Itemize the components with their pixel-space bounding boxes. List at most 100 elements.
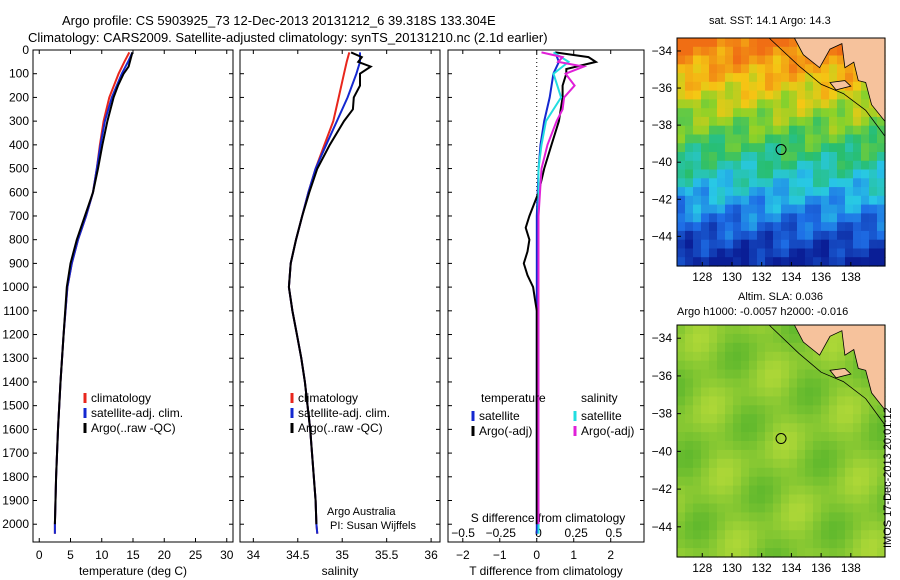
map-cell bbox=[797, 99, 806, 109]
map-cell bbox=[677, 134, 686, 144]
map-cell bbox=[701, 169, 710, 179]
map-cell bbox=[821, 512, 830, 522]
map-cell bbox=[709, 476, 718, 487]
map-cell bbox=[829, 116, 838, 127]
map-cell bbox=[813, 432, 822, 442]
map-cell bbox=[701, 414, 710, 424]
map-cell bbox=[717, 351, 726, 362]
map-cell bbox=[733, 152, 742, 162]
map-cell bbox=[829, 467, 838, 478]
map-cell bbox=[837, 55, 846, 65]
map-cell bbox=[693, 414, 702, 424]
x-top-tick-label: −0.25 bbox=[486, 526, 517, 540]
map-cell bbox=[861, 378, 870, 388]
map-cell bbox=[773, 396, 782, 406]
map-cell bbox=[773, 160, 782, 171]
map-cell bbox=[685, 178, 694, 188]
map-cell bbox=[805, 125, 814, 136]
map-cell bbox=[717, 396, 726, 406]
map-cell bbox=[837, 539, 846, 549]
map-y-tick-label: −38 bbox=[652, 118, 673, 132]
map-cell bbox=[797, 476, 806, 487]
map-cell bbox=[709, 248, 718, 258]
map-cell bbox=[797, 530, 806, 540]
map-cell bbox=[733, 108, 742, 118]
map-cell bbox=[821, 360, 830, 371]
map-cell bbox=[861, 81, 870, 92]
map-cell bbox=[853, 441, 862, 451]
map-cell bbox=[685, 423, 694, 433]
map-cell bbox=[853, 81, 862, 92]
y-tick-label: 2000 bbox=[2, 517, 29, 531]
map-cell bbox=[685, 458, 694, 469]
map-cell bbox=[877, 530, 886, 540]
map-cell bbox=[773, 441, 782, 451]
map-cell bbox=[789, 494, 798, 504]
map-cell bbox=[877, 169, 886, 179]
map-cell bbox=[821, 90, 830, 100]
map-cell bbox=[725, 239, 734, 250]
map-cell bbox=[813, 458, 822, 469]
map-cell bbox=[733, 187, 742, 197]
map-cell bbox=[709, 351, 718, 362]
map-cell bbox=[845, 257, 854, 267]
map-cell bbox=[789, 257, 798, 267]
series-line-1-2 bbox=[287, 51, 373, 525]
map-cell bbox=[797, 160, 806, 171]
map-cell bbox=[845, 476, 854, 487]
map-cell bbox=[773, 467, 782, 478]
map-cell bbox=[717, 539, 726, 549]
map-cell bbox=[757, 494, 766, 504]
x-tick-label: −1 bbox=[493, 548, 507, 562]
map-cell bbox=[781, 38, 790, 48]
map-cell bbox=[717, 378, 726, 388]
map-cell bbox=[749, 387, 758, 397]
map-cell bbox=[805, 548, 814, 558]
map-cell bbox=[717, 423, 726, 433]
map-cell bbox=[765, 152, 774, 162]
map-cell bbox=[693, 405, 702, 415]
map-cell bbox=[717, 512, 726, 522]
map-cell bbox=[693, 387, 702, 397]
map-cell bbox=[701, 99, 710, 109]
map-cell bbox=[853, 222, 862, 232]
map-cell bbox=[741, 64, 750, 74]
map-cell bbox=[725, 64, 734, 74]
x-tick-label: 15 bbox=[126, 548, 140, 562]
y-tick-label: 800 bbox=[9, 233, 29, 247]
map-cell bbox=[821, 485, 830, 496]
map-cell bbox=[757, 476, 766, 487]
map-cell bbox=[765, 423, 774, 433]
map-cell bbox=[685, 467, 694, 478]
map-cell bbox=[765, 333, 774, 344]
map-cell bbox=[725, 257, 734, 267]
map-cell bbox=[725, 325, 734, 335]
map-cell bbox=[749, 423, 758, 433]
map-cell bbox=[741, 530, 750, 540]
map-cell bbox=[861, 414, 870, 424]
map-cell bbox=[845, 396, 854, 406]
map-cell bbox=[701, 449, 710, 460]
map-cell bbox=[797, 195, 806, 206]
map-cell bbox=[861, 521, 870, 531]
map-cell bbox=[853, 414, 862, 424]
map-cell bbox=[701, 81, 710, 92]
map-cell bbox=[805, 476, 814, 487]
map-cell bbox=[829, 396, 838, 406]
map-cell bbox=[709, 222, 718, 232]
map-cell bbox=[789, 73, 798, 83]
map-cell bbox=[757, 387, 766, 397]
map-cell bbox=[757, 521, 766, 531]
map-cell bbox=[693, 378, 702, 388]
map-cell bbox=[853, 257, 862, 267]
map-cell bbox=[877, 548, 886, 558]
map-cell bbox=[861, 213, 870, 223]
map-cell bbox=[741, 441, 750, 451]
map-cell bbox=[685, 204, 694, 214]
map-cell bbox=[765, 512, 774, 522]
map-cell bbox=[749, 81, 758, 92]
map-cell bbox=[869, 257, 878, 267]
map-cell bbox=[749, 521, 758, 531]
map-cell bbox=[757, 90, 766, 100]
